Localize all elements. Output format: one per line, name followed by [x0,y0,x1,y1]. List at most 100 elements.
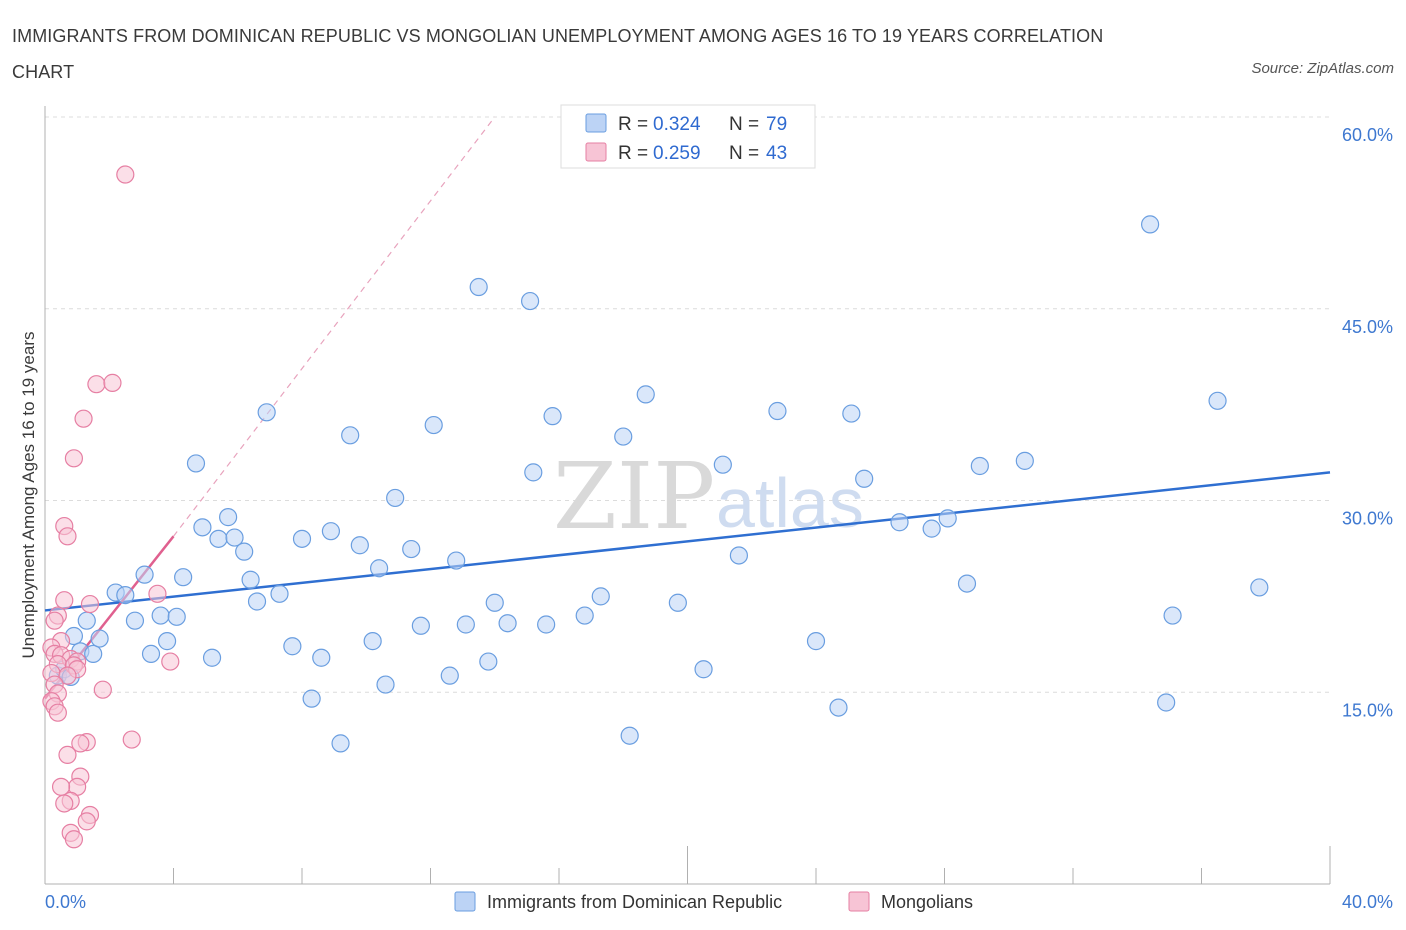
point-dominican-6 [90,629,109,648]
point-dominican-27 [283,637,302,656]
point-dominican-56 [620,726,639,745]
point-dominican-25 [257,403,276,422]
point-dominican-64 [829,698,848,717]
point-dominican-60 [713,455,732,474]
point-mongolian-0 [116,165,135,184]
point-dominican-44 [456,615,475,634]
point-dominican-9 [125,611,145,630]
point-dominican-57 [636,385,655,404]
point-dominican-72 [1015,451,1034,470]
point-dominican-18 [202,648,222,667]
point-dominican-42 [440,666,459,685]
stats-legend-swatch-pink [585,142,607,162]
point-dominican-39 [402,539,421,559]
point-mongolian-2 [103,373,122,392]
point-dominican-58 [668,593,687,612]
watermark-atlas: atlas [716,464,864,542]
y-tick-label-60: 60.0% [1342,125,1393,145]
point-dominican-61 [729,546,749,565]
point-dominican-32 [331,734,350,753]
point-dominican-50 [524,463,543,482]
series-legend: Immigrants from Dominican Republic Mongo… [454,891,973,912]
point-dominican-55 [614,427,633,446]
point-dominican-59 [694,660,713,679]
point-dominican-36 [370,559,389,578]
point-dominican-30 [312,648,331,667]
point-dominican-77 [1250,578,1269,597]
stats-legend-swatch-blue [585,113,607,133]
stats-legend-r-value-1: 0.324 [653,114,701,135]
point-mongolian-7 [148,584,167,603]
trend-line-dominican [44,471,1331,612]
y-tick-label-30: 30.0% [1342,509,1393,529]
stats-legend: R = 0.324 N = 79 R = 0.259 N = 43 [560,104,816,169]
axes [44,106,1331,885]
point-dominican-43 [447,551,466,570]
grid-lines [45,116,1330,693]
point-dominican-33 [341,426,360,445]
point-mongolian-32 [71,734,90,753]
point-mongolian-8 [80,594,100,614]
stats-legend-r-label-2: R = [618,143,648,164]
point-dominican-53 [575,606,594,625]
point-dominican-5 [84,644,103,664]
data-points [42,165,1269,849]
point-dominican-31 [321,522,341,541]
stats-legend-n-label-1: N = [729,114,759,135]
point-mongolian-4 [64,449,84,468]
point-dominican-66 [855,469,874,488]
point-dominican-11 [141,644,161,664]
source-label: Source: ZipAtlas.com [1251,60,1394,77]
series-legend-swatch-blue [454,891,476,912]
point-dominican-14 [167,607,186,626]
point-dominican-54 [591,587,610,606]
point-dominican-17 [193,518,212,537]
point-mongolian-11 [45,611,64,630]
point-dominican-22 [235,542,254,561]
point-dominican-20 [219,508,238,527]
y-tick-label-45: 45.0% [1342,317,1393,337]
point-dominican-40 [411,616,430,635]
point-dominican-49 [520,291,540,311]
point-dominican-34 [350,536,369,555]
stats-legend-n-value-2: 43 [766,143,787,164]
watermark-zip: ZIP [553,443,715,550]
point-mongolian-18 [161,652,180,671]
point-dominican-71 [970,456,989,476]
stats-legend-r-label-1: R = [618,114,648,135]
watermark: ZIP atlas [553,443,864,550]
point-mongolian-1 [87,375,106,394]
point-mongolian-6 [58,527,77,546]
point-dominican-23 [241,570,260,589]
x-tick-labels: 0.0% 40.0% [45,892,1393,912]
point-mongolian-30 [122,730,141,749]
y-axis-title: Unemployment Among Ages 16 to 19 years [19,332,38,659]
point-dominican-47 [485,593,504,612]
y-tick-labels: 15.0% 30.0% 45.0% 60.0% [1342,125,1393,720]
point-dominican-68 [922,519,941,538]
point-mongolian-38 [55,794,74,813]
point-mongolian-33 [58,745,77,764]
point-mongolian-42 [64,830,84,849]
point-dominican-4 [77,611,96,630]
trend-lines [44,116,1331,700]
point-dominican-45 [469,277,488,297]
point-dominican-29 [302,689,321,708]
point-dominican-62 [768,401,787,421]
point-dominican-15 [174,568,193,587]
point-dominican-26 [270,584,289,603]
point-dominican-16 [186,454,206,473]
point-dominican-12 [151,606,170,625]
trend-line-mongolian-extension [173,116,496,537]
point-dominican-24 [247,592,267,611]
point-dominican-63 [806,632,826,651]
point-mongolian-25 [93,680,112,699]
point-mongolian-9 [55,591,74,610]
point-mongolian-23 [58,666,77,685]
point-dominican-8 [116,585,135,605]
point-dominican-41 [424,415,443,435]
point-dominican-70 [957,574,977,593]
series-legend-swatch-pink [848,891,870,912]
point-dominican-28 [292,529,312,548]
